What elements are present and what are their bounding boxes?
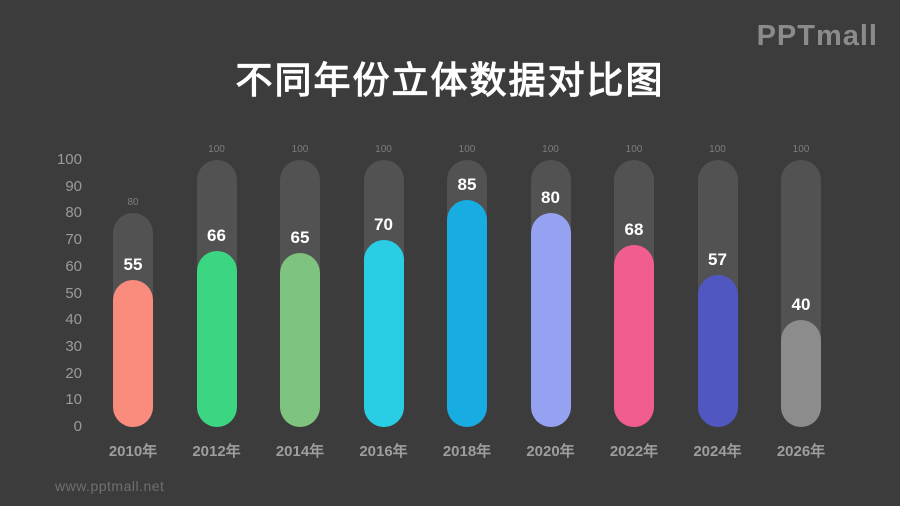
y-axis-tick-label: 70 [65, 231, 82, 249]
bar-fill [113, 280, 153, 427]
bar-max-label: 100 [208, 144, 225, 155]
bar-fill [196, 250, 237, 427]
y-axis-tick-label: 60 [65, 257, 82, 275]
bar-value-label: 55 [123, 255, 143, 275]
x-axis-label: 2018年 [442, 443, 492, 460]
bar-max-label: 100 [542, 144, 559, 155]
y-axis-tick-label: 30 [65, 337, 82, 355]
bar-max-label: 100 [291, 144, 309, 155]
y-axis-tick-label: 100 [56, 151, 82, 168]
bar-max-label: 100 [709, 144, 726, 155]
bar-fill [363, 240, 404, 427]
x-axis-label: 2026年 [776, 443, 826, 460]
bar-max-label: 80 [127, 197, 139, 209]
bar-max-label: 100 [792, 144, 810, 155]
y-axis-tick-label: 0 [73, 418, 82, 435]
bar-fill [781, 320, 821, 427]
bar-value-label: 85 [457, 175, 477, 195]
x-axis-label: 2024年 [693, 443, 742, 460]
bar-value-label: 68 [624, 220, 644, 240]
y-axis-tick-label: 80 [65, 204, 82, 222]
bar-fill [447, 200, 487, 427]
bar-value-label: 66 [207, 225, 226, 245]
x-axis-label: 2014年 [275, 443, 325, 460]
bar-value-label: 57 [708, 249, 727, 269]
bar-value-label: 40 [791, 295, 811, 315]
bar-fill [697, 274, 738, 427]
x-axis-label: 2022年 [609, 443, 659, 460]
y-axis-tick-label: 40 [65, 311, 82, 329]
bar-max-label: 100 [625, 144, 643, 155]
watermark-url: www.pptmall.net [55, 478, 165, 494]
bar-fill [530, 213, 571, 427]
bar-value-label: 65 [290, 228, 310, 248]
bar-value-label: 80 [541, 188, 560, 208]
x-axis-label: 2020年 [526, 443, 575, 460]
y-axis-tick-label: 90 [65, 177, 82, 195]
pptmall-logo: PPTmall [756, 20, 878, 52]
x-axis-label: 2012年 [192, 443, 241, 460]
y-axis-tick-label: 20 [65, 364, 82, 382]
y-axis-tick-label: 50 [65, 284, 82, 302]
bar-fill [614, 245, 654, 427]
y-axis-tick-label: 10 [65, 391, 82, 409]
x-axis-label: 2016年 [359, 443, 408, 460]
x-axis-label: 2010年 [108, 443, 158, 460]
bar-value-label: 70 [374, 215, 393, 235]
bar-fill [280, 253, 320, 427]
bar-max-label: 100 [458, 144, 476, 155]
bar-max-label: 100 [375, 144, 392, 155]
chart-title: 不同年份立体数据对比图 [235, 60, 665, 101]
